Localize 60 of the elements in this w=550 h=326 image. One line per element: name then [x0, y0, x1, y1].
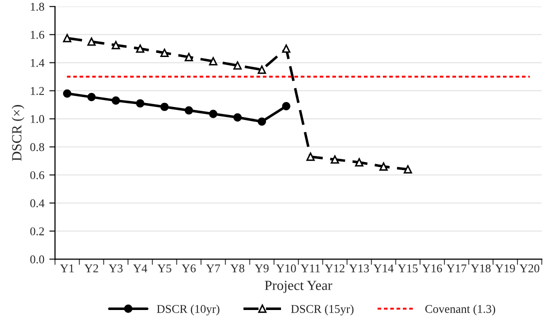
point: [209, 110, 218, 118]
point: [136, 99, 144, 108]
point: [330, 155, 340, 164]
point: [233, 113, 242, 122]
x-tick-label: Y13: [349, 264, 369, 272]
x-tick-label: Y4: [133, 264, 148, 272]
x-tick-label: Y15: [398, 264, 418, 272]
legend-label: DSCR (10yr): [156, 304, 220, 316]
y-tick-label: 0.8: [30, 143, 44, 152]
x-tick-label: Y7: [206, 264, 220, 272]
point: [306, 152, 315, 161]
point: [379, 162, 388, 171]
point: [258, 66, 266, 74]
x-tick-label: Y17: [446, 264, 466, 272]
point: [209, 57, 218, 66]
y-tick-label: 1.2: [30, 87, 44, 95]
y-tick-label: 1.4: [30, 58, 44, 67]
x-tick-label: Y9: [254, 264, 269, 272]
point: [233, 61, 242, 70]
point: [355, 158, 364, 166]
x-tick-label: Y18: [470, 264, 491, 272]
point: [63, 89, 72, 98]
point: [184, 52, 194, 62]
point: [136, 44, 144, 53]
point: [160, 102, 169, 112]
y-tick-label: 1.0: [30, 115, 44, 124]
point: [282, 102, 290, 110]
point: [63, 34, 72, 42]
x-tick-label: Y8: [230, 264, 244, 272]
y-tick-label: 1.6: [30, 30, 44, 39]
x-tick-label: Y10: [276, 264, 296, 272]
point: [404, 165, 412, 174]
y-tick-label: 0.6: [30, 171, 44, 180]
x-tick-label: Y5: [157, 264, 172, 272]
x-tick-label: Y16: [422, 264, 442, 272]
y-axis-title: DSCR (×): [12, 105, 24, 161]
x-tick-label: Y11: [300, 264, 320, 272]
x-tick-label: Y14: [374, 264, 394, 272]
y-tick-label: 0.4: [30, 199, 44, 208]
x-tick-label: Y12: [324, 264, 344, 272]
point: [112, 40, 120, 50]
x-tick-label: Y19: [495, 264, 515, 272]
y-tick-label: 1.8: [30, 2, 44, 11]
point: [160, 48, 169, 58]
x-axis-title: Project Year: [264, 280, 332, 293]
x-tick-label: Y2: [84, 264, 98, 272]
point: [87, 37, 96, 46]
point: [258, 117, 266, 126]
point: [282, 44, 290, 53]
x-tick-label: Y3: [108, 264, 123, 272]
point: [112, 96, 120, 105]
y-tick-label: 0.2: [30, 227, 44, 236]
point: [184, 106, 194, 115]
x-tick-label: Y6: [182, 264, 196, 272]
legend-label: DSCR (15yr): [291, 304, 354, 316]
x-tick-label: Y20: [520, 264, 540, 272]
point: [87, 92, 96, 102]
legend-label: Covenant (1.3): [425, 304, 496, 316]
x-tick-label: Y1: [60, 264, 74, 272]
y-tick-label: 0.0: [30, 255, 44, 264]
